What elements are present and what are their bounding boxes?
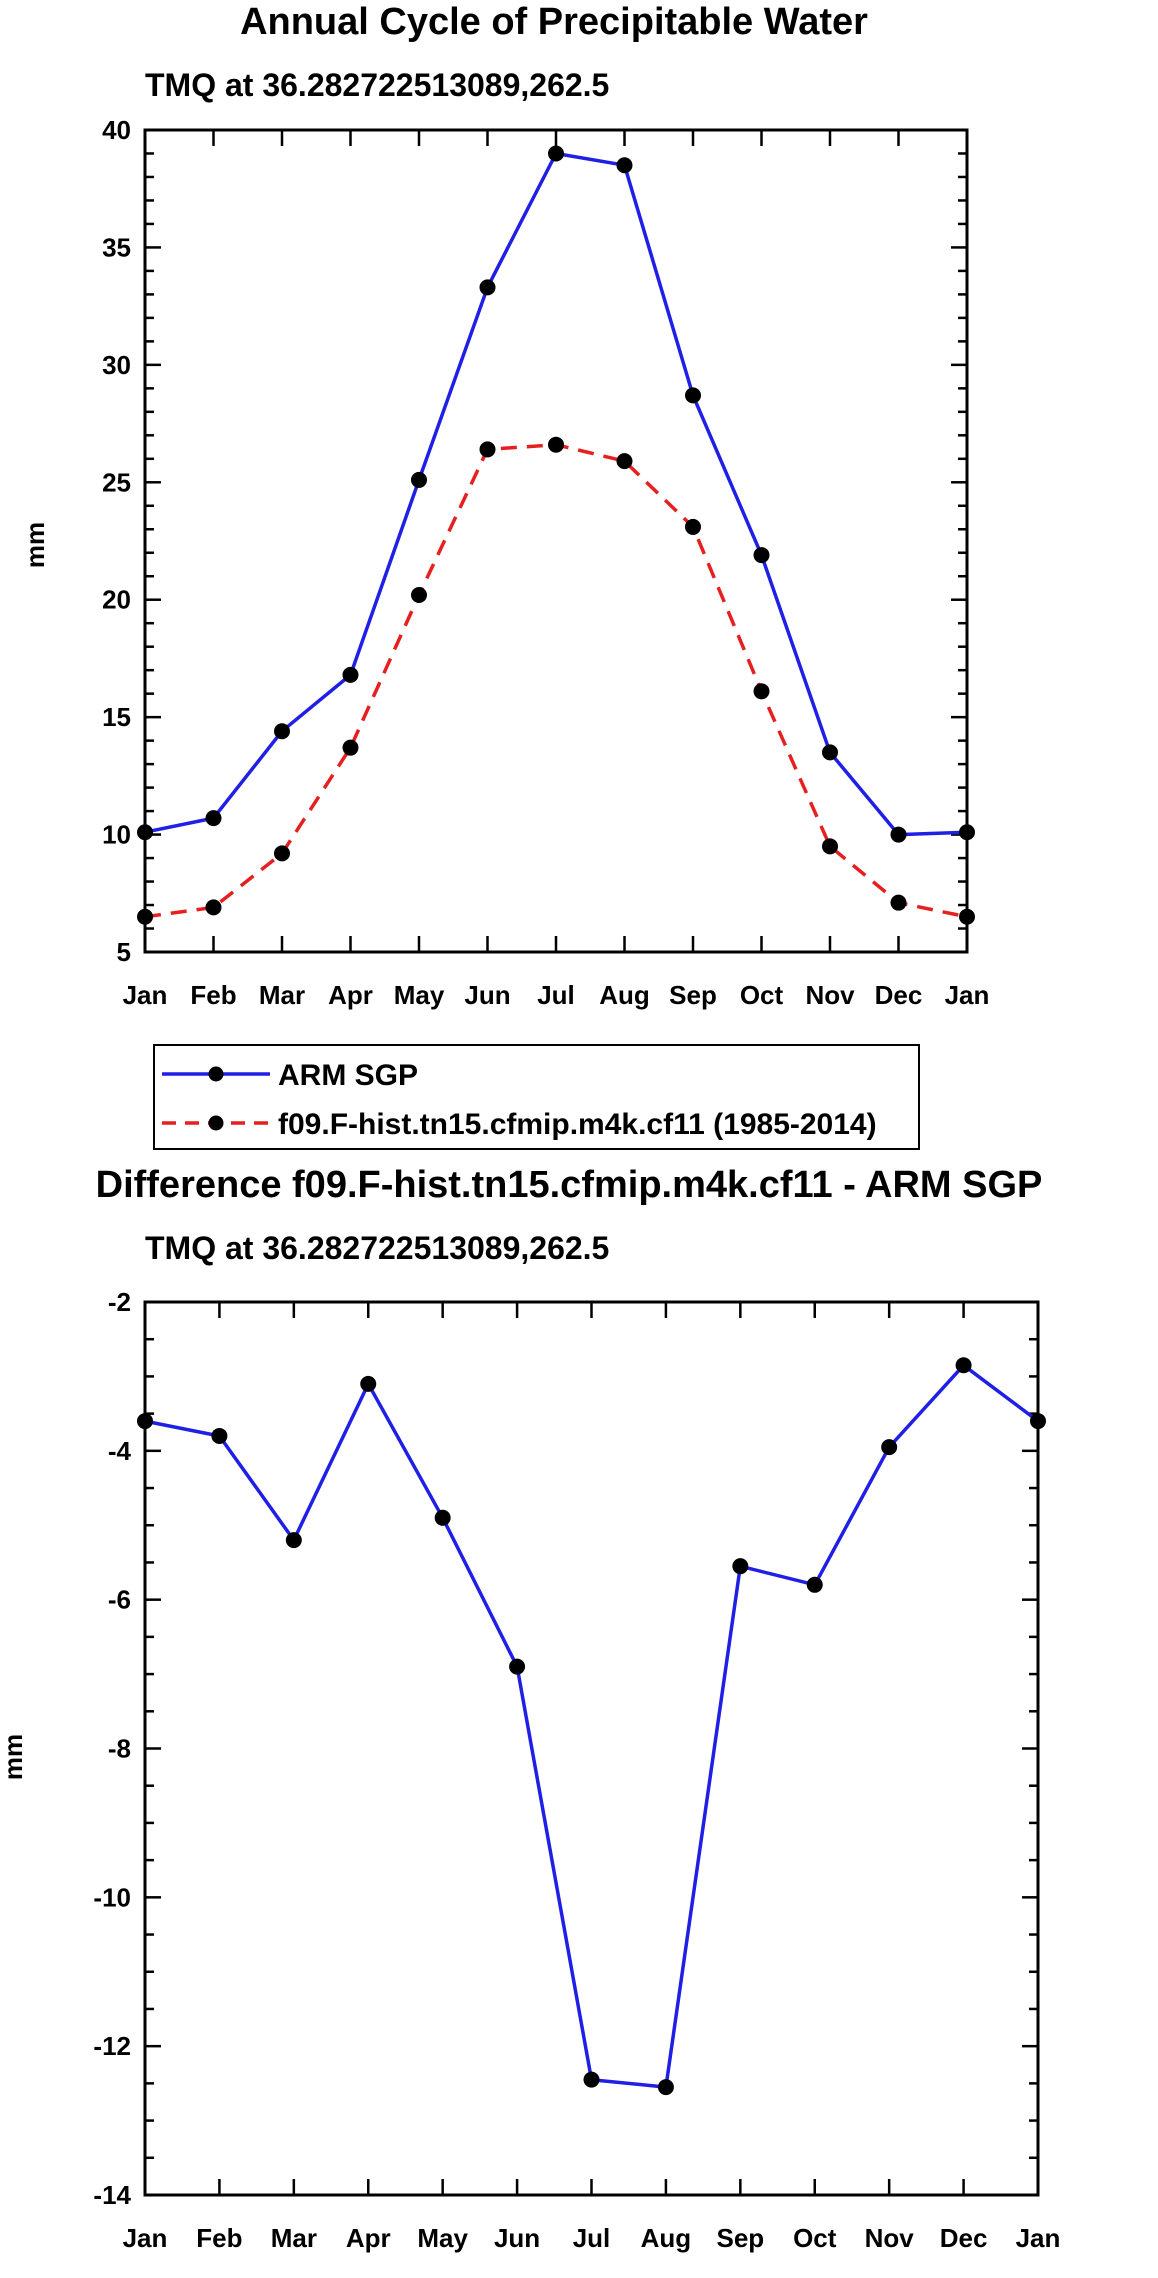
x-tick-label: Jan xyxy=(123,2223,168,2253)
y-tick-label: 10 xyxy=(102,820,131,850)
data-point xyxy=(411,587,427,604)
legend-box xyxy=(153,1044,920,1150)
data-point xyxy=(753,683,770,700)
data-point xyxy=(753,547,770,564)
data-point xyxy=(806,1576,823,1593)
x-tick-label: Jan xyxy=(123,980,168,1010)
data-point xyxy=(205,899,222,916)
data-point xyxy=(616,157,633,174)
y-axis-label: mm xyxy=(20,522,50,568)
x-tick-label: Jul xyxy=(573,2223,611,2253)
y-tick-label: -8 xyxy=(108,1734,131,1764)
x-tick-label: Jun xyxy=(464,980,510,1010)
chart-title: Annual Cycle of Precipitable Water xyxy=(240,1,868,43)
data-point xyxy=(822,744,838,761)
y-tick-label: 40 xyxy=(102,115,131,145)
y-tick-label: 20 xyxy=(102,585,131,615)
data-point xyxy=(548,436,564,453)
y-axis-label: mm xyxy=(0,1734,28,1780)
chart-subtitle: TMQ at 36.282722513089,262.5 xyxy=(145,67,609,103)
x-tick-label: Sep xyxy=(669,980,717,1010)
y-tick-label: 35 xyxy=(102,232,131,262)
data-point xyxy=(411,471,427,488)
data-point xyxy=(360,1375,377,1392)
y-tick-label: 25 xyxy=(102,467,131,497)
x-tick-label: May xyxy=(394,980,445,1010)
data-point xyxy=(881,1439,898,1456)
x-tick-label: Apr xyxy=(328,980,373,1010)
y-tick-label: -14 xyxy=(93,2180,131,2210)
plot-frame xyxy=(143,128,969,954)
y-tick-label: -10 xyxy=(93,1882,131,1912)
y-tick-label: 30 xyxy=(102,350,131,380)
data-point xyxy=(211,1427,228,1444)
chart-difference: Difference f09.F-hist.tn15.cfmip.m4k.cf1… xyxy=(0,1164,1060,2253)
legend-marker-arm xyxy=(208,1066,224,1082)
legend-label-model: f09.F-hist.tn15.cfmip.m4k.cf11 (1985-201… xyxy=(278,1108,877,1141)
legend: ARM SGP f09.F-hist.tn15.cfmip.m4k.cf11 (… xyxy=(153,1044,920,1150)
data-point xyxy=(657,2079,674,2096)
y-tick-label: 15 xyxy=(102,702,131,732)
x-tick-label: Oct xyxy=(793,2223,837,2253)
data-point xyxy=(434,1509,451,1526)
x-tick-label: Mar xyxy=(259,980,305,1010)
data-point xyxy=(205,810,222,827)
x-tick-label: Feb xyxy=(196,2223,242,2253)
y-tick-label: 5 xyxy=(117,937,131,967)
legend-marker-model xyxy=(208,1115,224,1131)
x-tick-label: Mar xyxy=(271,2223,317,2253)
x-tick-label: Dec xyxy=(940,2223,988,2253)
x-tick-label: Apr xyxy=(346,2223,391,2253)
x-tick-label: Aug xyxy=(641,2223,692,2253)
x-tick-label: Sep xyxy=(716,2223,764,2253)
data-point xyxy=(732,1558,749,1575)
data-point xyxy=(274,723,290,740)
data-point xyxy=(616,453,633,470)
data-point xyxy=(509,1658,526,1675)
data-point xyxy=(822,838,838,855)
series-line-0 xyxy=(144,1363,1040,2089)
x-tick-label: May xyxy=(417,2223,468,2253)
data-point xyxy=(479,441,496,458)
data-point xyxy=(342,666,359,683)
x-tick-label: Jul xyxy=(537,980,575,1010)
chart-title: Difference f09.F-hist.tn15.cfmip.m4k.cf1… xyxy=(96,1164,1043,1206)
x-tick-label: Feb xyxy=(190,980,236,1010)
x-tick-label: Oct xyxy=(740,980,784,1010)
x-tick-label: Jan xyxy=(1016,2223,1061,2253)
x-tick-label: Nov xyxy=(805,980,855,1010)
data-point xyxy=(274,845,290,862)
data-point xyxy=(285,1532,302,1549)
x-tick-label: Jun xyxy=(494,2223,540,2253)
x-tick-label: Dec xyxy=(875,980,923,1010)
chart-annual-cycle: Annual Cycle of Precipitable Water TMQ a… xyxy=(20,1,990,1150)
series-line-1 xyxy=(144,442,968,919)
data-point xyxy=(479,279,496,296)
x-tick-label: Jan xyxy=(945,980,990,1010)
plot-frame xyxy=(143,1300,1040,2197)
data-point xyxy=(890,826,907,843)
chart-subtitle: TMQ at 36.282722513089,262.5 xyxy=(145,1230,609,1266)
x-tick-label: Nov xyxy=(865,2223,915,2253)
y-tick-label: -6 xyxy=(108,1585,131,1615)
y-tick-label: -12 xyxy=(93,2031,131,2061)
data-point xyxy=(583,2071,600,2088)
legend-label-arm: ARM SGP xyxy=(278,1059,418,1092)
data-point xyxy=(342,739,359,756)
y-tick-label: -2 xyxy=(108,1287,131,1317)
series-line-0 xyxy=(144,151,968,837)
y-tick-label: -4 xyxy=(108,1436,132,1466)
data-point xyxy=(548,145,564,162)
x-tick-label: Aug xyxy=(599,980,650,1010)
data-point xyxy=(685,387,701,404)
data-point xyxy=(890,894,907,911)
data-point xyxy=(955,1357,972,1374)
data-point xyxy=(685,518,701,535)
